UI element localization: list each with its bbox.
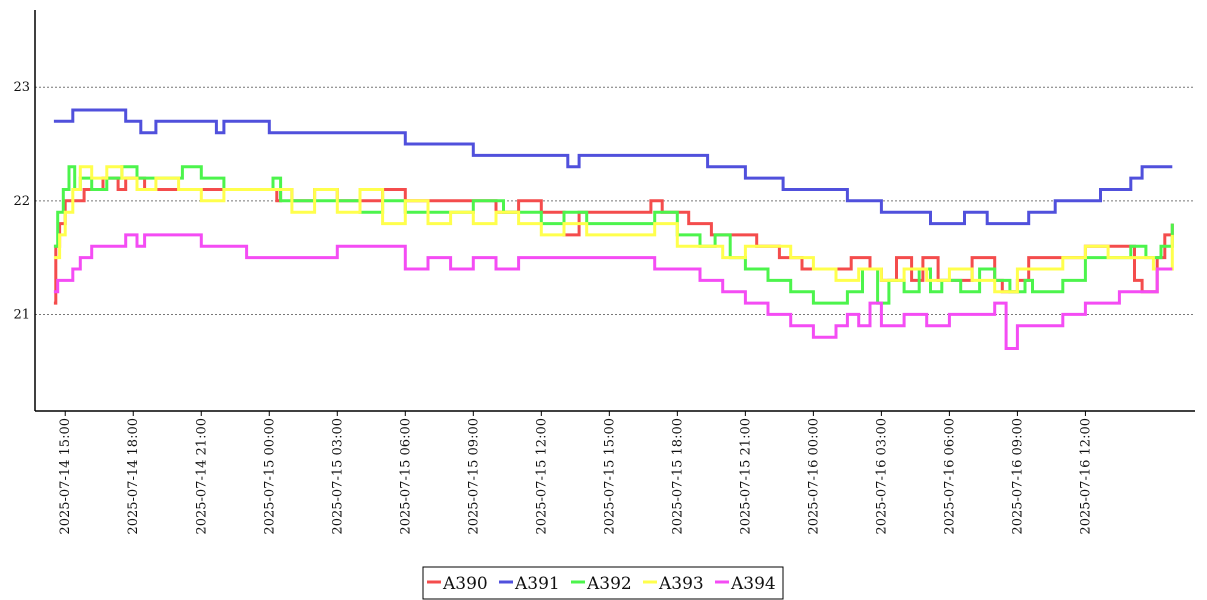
x-tick-label: 2025-07-16 06:00	[942, 418, 957, 535]
y-tick-label: 21	[13, 307, 30, 322]
series-line-a393	[53, 165, 1174, 294]
x-tick-label: 2025-07-16 00:00	[806, 418, 821, 535]
x-tick-label: 2025-07-15 18:00	[670, 418, 685, 535]
x-tick-label: 2025-07-16 12:00	[1078, 418, 1093, 535]
x-ticks: 2025-07-14 15:00 2025-07-14 18:00 2025-07-…	[58, 411, 1093, 535]
legend-label: A393	[658, 574, 704, 594]
series-line-a394	[53, 233, 1173, 350]
x-tick-label: 2025-07-15 15:00	[602, 418, 617, 535]
y-ticks: 21 22 23	[13, 80, 30, 322]
series-line-a390	[53, 176, 1174, 305]
x-tick-label: 2025-07-14 18:00	[126, 418, 141, 535]
x-tick-label: 2025-07-15 09:00	[466, 418, 481, 535]
x-tick-label: 2025-07-15 06:00	[398, 418, 413, 535]
x-tick-label: 2025-07-15 00:00	[262, 418, 277, 535]
legend-label: A394	[730, 574, 776, 594]
x-tick-label: 2025-07-16 09:00	[1010, 418, 1025, 535]
legend-label: A392	[586, 574, 632, 594]
x-tick-label: 2025-07-16 03:00	[874, 418, 889, 535]
x-tick-label: 2025-07-15 21:00	[738, 418, 753, 535]
y-tick-label: 22	[13, 194, 30, 209]
series-line-a391	[53, 108, 1173, 226]
gridlines	[35, 86, 1195, 315]
legend-label: A390	[442, 574, 488, 594]
legend-label: A391	[514, 574, 560, 594]
series-lines	[53, 108, 1174, 350]
x-tick-label: 2025-07-15 12:00	[534, 418, 549, 535]
series-line-a392	[53, 165, 1174, 305]
x-tick-label: 2025-07-15 03:00	[330, 418, 345, 535]
x-tick-label: 2025-07-14 21:00	[194, 418, 209, 535]
y-tick-label: 23	[13, 80, 30, 95]
axes	[34, 10, 1195, 412]
legend: A390 A391 A392 A393 A394	[422, 566, 784, 600]
x-tick-label: 2025-07-14 15:00	[58, 418, 73, 535]
